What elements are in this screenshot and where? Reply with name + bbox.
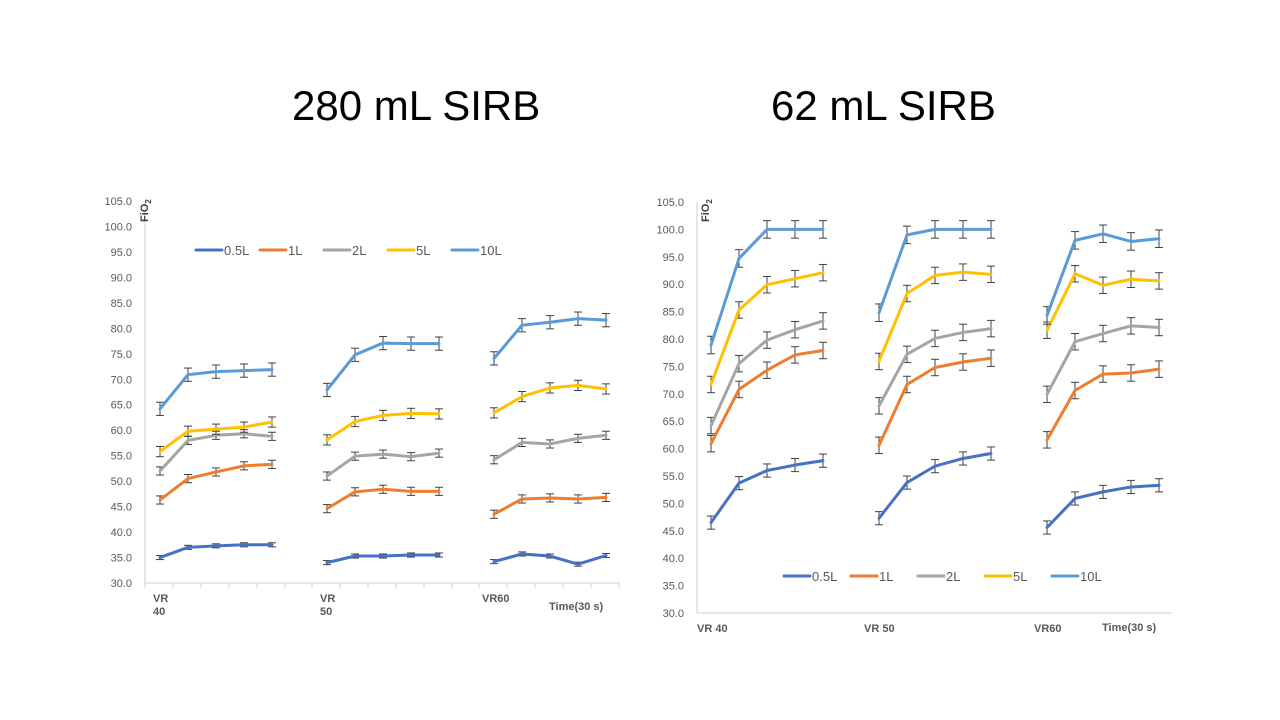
y-tick-label: 105.0: [104, 196, 132, 208]
x-axis-label: Time(30 s): [1102, 622, 1157, 634]
y-axis-label: FiO2: [139, 199, 153, 222]
series-line-2l: [158, 432, 274, 473]
series-line-1l: [158, 462, 274, 502]
series-line-5l: [877, 270, 993, 363]
y-tick-label: 90.0: [111, 272, 132, 284]
y-tick-label: 35.0: [663, 581, 684, 593]
series-line-10l: [158, 368, 274, 411]
y-tick-label: 90.0: [663, 279, 684, 291]
y-tick-label: 85.0: [111, 298, 132, 310]
x-group-label: VR: [320, 593, 335, 605]
y-tick-label: 55.0: [663, 471, 684, 483]
series-line-1l: [877, 356, 993, 447]
y-tick-label: 85.0: [663, 307, 684, 319]
legend-label-1l: 1L: [879, 569, 893, 584]
y-tick-label: 30.0: [663, 608, 684, 620]
series-line-0-5l: [877, 452, 993, 520]
legend-label-10l: 10L: [1080, 569, 1102, 584]
y-tick-label: 95.0: [111, 247, 132, 259]
series-line-0-5l: [492, 552, 608, 566]
series-line-10l: [877, 227, 993, 315]
series-line-10l: [1045, 232, 1161, 317]
series-line-0-5l: [709, 459, 825, 525]
x-group-label: VR: [153, 593, 168, 605]
series-line-5l: [1045, 272, 1161, 332]
y-tick-label: 35.0: [111, 553, 132, 565]
x-group-label: VR 50: [864, 623, 895, 635]
series-line-0-5l: [325, 553, 441, 565]
y-axis-label-subscript: 2: [705, 199, 714, 204]
x-axis-label: Time(30 s): [549, 601, 604, 613]
y-axis-label-subscript: 2: [144, 199, 153, 204]
y-axis-label: FiO2: [700, 199, 714, 222]
y-axis-label-main: FiO: [700, 203, 712, 222]
series-line-1l: [492, 495, 608, 516]
y-tick-label: 95.0: [663, 252, 684, 264]
chart-title-right: 62 mL SIRB: [771, 82, 996, 129]
y-tick-label: 100.0: [656, 224, 684, 236]
series-line-5l: [709, 271, 825, 386]
legend-label-2l: 2L: [352, 243, 366, 258]
series-line-5l: [492, 383, 608, 415]
y-tick-label: 60.0: [111, 425, 132, 437]
series-line-10l: [709, 227, 825, 347]
series-line-2l: [492, 433, 608, 462]
y-tick-label: 55.0: [111, 451, 132, 463]
series-line-10l: [325, 341, 441, 392]
x-group-label: 40: [153, 606, 165, 618]
y-tick-label: 45.0: [111, 502, 132, 514]
y-tick-label: 70.0: [663, 389, 684, 401]
legend-label-5l: 5L: [1013, 569, 1027, 584]
series-line-5l: [158, 420, 274, 454]
x-group-label: VR60: [482, 593, 510, 605]
legend-label-1l: 1L: [288, 243, 302, 258]
y-tick-label: 105.0: [656, 197, 684, 209]
y-tick-label: 75.0: [111, 349, 132, 361]
legend-label-5l: 5L: [416, 243, 430, 258]
y-tick-label: 50.0: [111, 476, 132, 488]
series-line-0-5l: [158, 543, 274, 560]
series-line-2l: [709, 319, 825, 428]
legend-label-0-5l: 0.5L: [224, 243, 249, 258]
x-group-label: VR 40: [697, 623, 728, 635]
y-tick-label: 45.0: [663, 526, 684, 538]
y-tick-label: 75.0: [663, 361, 684, 373]
y-axis-label-main: FiO: [139, 203, 151, 222]
y-tick-label: 30.0: [111, 578, 132, 590]
series-line-5l: [325, 411, 441, 442]
y-tick-label: 80.0: [111, 323, 132, 335]
chart-title-left: 280 mL SIRB: [292, 82, 541, 129]
series-line-1l: [325, 487, 441, 511]
legend-label-2l: 2L: [946, 569, 960, 584]
y-tick-label: 40.0: [663, 553, 684, 565]
series-line-0-5l: [1045, 483, 1161, 530]
y-tick-label: 50.0: [663, 498, 684, 510]
x-group-label: 50: [320, 606, 332, 618]
y-tick-label: 100.0: [104, 221, 132, 233]
y-tick-label: 65.0: [663, 416, 684, 428]
x-group-label: VR60: [1034, 623, 1062, 635]
legend-label-10l: 10L: [480, 243, 502, 258]
series-line-1l: [709, 349, 825, 446]
y-tick-label: 70.0: [111, 374, 132, 386]
series-line-2l: [877, 327, 993, 408]
y-tick-label: 65.0: [111, 400, 132, 412]
legend-label-0-5l: 0.5L: [812, 569, 837, 584]
series-line-10l: [492, 317, 608, 360]
series-line-2l: [325, 451, 441, 478]
y-tick-label: 80.0: [663, 334, 684, 346]
y-tick-label: 40.0: [111, 527, 132, 539]
series-line-1l: [1045, 367, 1161, 442]
series-line-2l: [1045, 324, 1161, 396]
y-tick-label: 60.0: [663, 444, 684, 456]
